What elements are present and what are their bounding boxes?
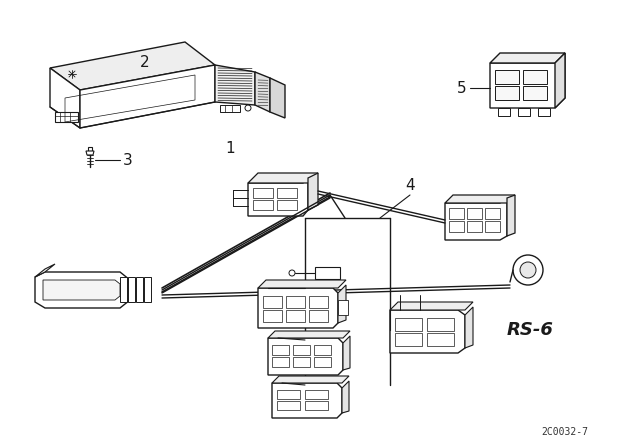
Bar [538,108,550,116]
Bar [338,300,348,315]
Polygon shape [258,288,338,328]
Bar [305,390,328,399]
Polygon shape [35,272,130,308]
Bar [293,345,310,355]
Bar [485,208,500,219]
Bar [277,390,300,399]
Text: 3: 3 [123,152,133,168]
Bar [495,86,519,100]
Bar [286,296,305,308]
Polygon shape [50,68,80,128]
Bar [272,345,289,355]
Polygon shape [268,331,350,338]
Bar [253,188,273,198]
Bar [277,200,297,210]
Polygon shape [248,178,308,216]
Polygon shape [272,383,342,418]
Polygon shape [255,72,270,112]
Polygon shape [50,42,215,90]
Polygon shape [86,151,94,155]
Circle shape [289,270,295,276]
Text: 4: 4 [405,177,415,193]
Polygon shape [268,338,343,375]
Bar [293,357,310,367]
Bar [314,345,331,355]
Text: 2C0032-7: 2C0032-7 [541,427,589,437]
Bar [286,310,305,322]
Circle shape [513,255,543,285]
Polygon shape [308,173,318,210]
Polygon shape [342,381,349,413]
Text: 1: 1 [225,141,235,155]
Circle shape [530,88,540,98]
Polygon shape [55,112,78,122]
Polygon shape [445,195,515,203]
Polygon shape [88,147,92,151]
Bar [449,208,464,219]
Polygon shape [490,53,565,108]
Polygon shape [258,280,346,288]
Polygon shape [555,53,565,108]
Polygon shape [338,285,346,323]
Polygon shape [80,65,215,128]
Polygon shape [35,264,55,277]
Polygon shape [465,307,473,348]
Bar [495,70,519,84]
Polygon shape [144,277,151,302]
Bar [467,221,482,232]
Polygon shape [390,302,473,310]
Bar [309,296,328,308]
Bar [427,318,454,331]
Bar [315,267,340,279]
Bar [518,108,530,116]
Text: 2: 2 [140,55,150,69]
Bar [498,108,510,116]
Bar [523,86,547,100]
Bar [305,401,328,410]
Polygon shape [248,173,318,183]
Bar [263,310,282,322]
Polygon shape [507,195,515,236]
Polygon shape [120,277,127,302]
Polygon shape [220,105,240,112]
Bar [277,401,300,410]
Polygon shape [215,65,255,105]
Circle shape [245,105,251,111]
Bar [253,200,273,210]
Text: RS-6: RS-6 [507,321,554,339]
Bar [309,310,328,322]
Bar [449,221,464,232]
Circle shape [66,68,78,80]
Text: 5: 5 [457,81,467,95]
Polygon shape [390,310,465,353]
Bar [395,318,422,331]
Polygon shape [445,198,507,240]
Circle shape [530,72,540,82]
Circle shape [520,262,536,278]
Polygon shape [490,53,565,63]
Bar [314,357,331,367]
Bar [263,296,282,308]
Bar [272,357,289,367]
Polygon shape [343,336,350,370]
Polygon shape [43,280,120,300]
Bar [277,188,297,198]
Polygon shape [270,78,285,118]
Bar [523,70,547,84]
Circle shape [502,88,512,98]
Bar [395,333,422,346]
Bar [467,208,482,219]
Polygon shape [272,376,349,383]
Polygon shape [128,277,135,302]
Bar [427,333,454,346]
Bar [485,221,500,232]
Circle shape [502,72,512,82]
Polygon shape [136,277,143,302]
